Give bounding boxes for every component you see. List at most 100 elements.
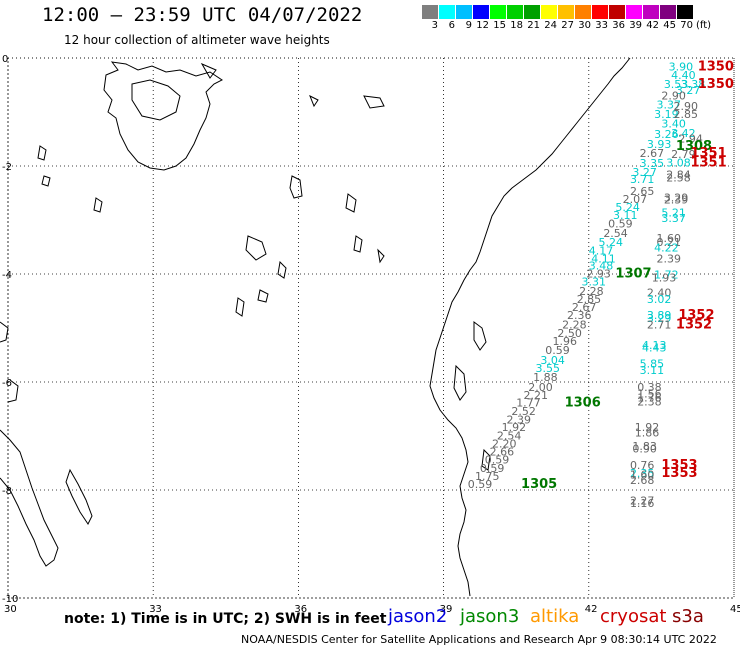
wave-height-label: 4.11 xyxy=(591,252,616,265)
lat-tick-label: -4 xyxy=(2,270,12,281)
wave-height-label: 3.04 xyxy=(540,354,565,367)
pass-time-label: 1352 xyxy=(678,308,714,323)
wave-height-label: 4.17 xyxy=(589,244,614,257)
small-lake-9 xyxy=(257,289,269,303)
wave-height-label: 2.71 xyxy=(647,318,672,331)
wave-height-label: 2.36 xyxy=(567,309,592,322)
color-swatch xyxy=(456,5,473,19)
color-scale-label: 45 xyxy=(663,20,676,31)
wave-height-label: 2.35 xyxy=(630,467,655,480)
wave-height-label: 1.75 xyxy=(475,470,500,483)
small-lake-7 xyxy=(277,260,287,279)
lat-tick-label: -2 xyxy=(2,162,12,173)
wave-height-label: 2.28 xyxy=(562,318,587,331)
wave-height-label: 3.29 xyxy=(664,191,689,204)
wave-height-label: 3.71 xyxy=(630,173,655,186)
wave-height-label: 2.54 xyxy=(603,227,628,240)
satellite-legend-cryosat: cryosat xyxy=(600,606,667,627)
wave-height-label: 2.79 xyxy=(671,148,696,161)
lat-lon-grid xyxy=(7,57,735,599)
color-scale-label: 30 xyxy=(578,20,591,31)
pass-time-label: 1352 xyxy=(676,317,712,332)
wave-height-label: 0.90 xyxy=(632,442,657,455)
wave-height-label: 3.90 xyxy=(669,61,694,74)
wave-height-label: 3.02 xyxy=(647,293,672,306)
lon-tick-label: 30 xyxy=(4,604,17,615)
satellite-legend-jason2: jason2 xyxy=(388,606,448,627)
wave-height-label: 3.35 xyxy=(640,157,665,170)
pass-time-label: 1351 xyxy=(690,155,726,170)
wave-height-label: 2.40 xyxy=(647,286,672,299)
wave-height-label: 1.92 xyxy=(502,421,527,434)
wave-height-label: 3.93 xyxy=(647,138,672,151)
color-scale-bar xyxy=(422,5,694,19)
wave-height-label: 1.88 xyxy=(533,371,558,384)
wave-height-label: 0.59 xyxy=(608,217,633,230)
wave-height-label: 3.08 xyxy=(666,156,691,169)
wave-height-label: 2.21 xyxy=(523,389,548,402)
pass-time-label: 1350 xyxy=(698,60,734,75)
wave-height-label: 2.50 xyxy=(557,327,582,340)
wave-height-label: 3.31 xyxy=(582,276,607,289)
footer-note: note: 1) Time is in UTC; 2) SWH is in fe… xyxy=(64,611,387,627)
wave-height-label: 3.40 xyxy=(661,117,686,130)
east-africa-coast xyxy=(429,57,631,597)
chart-subtitle: 12 hour collection of altimeter wave hei… xyxy=(64,33,330,47)
small-lake-2 xyxy=(41,175,51,187)
color-swatch xyxy=(677,5,694,19)
lon-tick-label: 39 xyxy=(440,604,453,615)
pass-time-label: 1306 xyxy=(565,396,601,411)
wave-height-label: 2.65 xyxy=(630,185,655,198)
pass-time-label: 1353 xyxy=(661,458,697,473)
wave-height-label: 1.72 xyxy=(654,269,679,282)
wave-height-label: 4.43 xyxy=(642,342,667,355)
wave-height-label: 2.58 xyxy=(666,171,691,184)
color-scale-label: 39 xyxy=(629,20,642,31)
color-swatch xyxy=(422,5,439,19)
zanzibar-island xyxy=(453,364,467,401)
chart-title: 12:00 – 23:59 UTC 04/07/2022 xyxy=(42,4,363,26)
color-swatch xyxy=(439,5,456,19)
color-swatch xyxy=(507,5,524,19)
wave-height-label: 5.24 xyxy=(615,201,640,214)
wave-height-label: 4.13 xyxy=(642,339,667,352)
satellite-legend-jason3: jason3 xyxy=(460,606,520,627)
wave-height-label: 2.85 xyxy=(577,293,602,306)
wave-height-label: 3.11 xyxy=(613,209,638,222)
wave-height-label: 2.20 xyxy=(492,438,517,451)
wave-height-label: 2.90 xyxy=(674,100,699,113)
wave-height-label: 2.90 xyxy=(661,89,686,102)
wave-height-label: 1.93 xyxy=(652,271,677,284)
color-swatch xyxy=(558,5,575,19)
wave-height-label: 2.54 xyxy=(497,430,521,443)
wave-height-label: 2.67 xyxy=(640,147,665,160)
wave-height-label: 2.85 xyxy=(674,108,699,121)
color-swatch xyxy=(626,5,643,19)
wave-height-label: 3.55 xyxy=(536,362,561,375)
color-scale-label: 3 xyxy=(431,20,438,31)
pass-time-label: 1308 xyxy=(676,139,712,154)
lake-victoria-inner xyxy=(131,79,181,121)
wave-height-label: 3.38 xyxy=(681,78,706,91)
wave-height-label: 2.67 xyxy=(572,301,597,314)
color-scale-label: 42 xyxy=(646,20,659,31)
wave-height-label: 2.00 xyxy=(528,381,553,394)
small-lake-3 xyxy=(93,197,103,213)
small-lake-5 xyxy=(345,193,357,213)
color-scale-label: 27 xyxy=(561,20,574,31)
lon-tick-label: 42 xyxy=(585,604,598,615)
color-scale-labels: 3 6 9 12 15 18 21 24 27 30 33 36 39 42 45 70 (ft) xyxy=(422,20,712,31)
wave-height-label: 2.66 xyxy=(490,446,514,459)
color-swatch xyxy=(490,5,507,19)
pass-time-label: 1307 xyxy=(615,267,651,282)
lon-tick-label: 36 xyxy=(294,604,307,615)
wave-height-label: 1.60 xyxy=(630,468,655,481)
pass-time-label: 1351 xyxy=(690,146,726,161)
wave-height-label: 1.56 xyxy=(637,387,662,400)
small-lake-14 xyxy=(200,62,217,79)
small-lake-8 xyxy=(235,297,245,317)
pemba-island xyxy=(473,321,487,351)
lake-malawi-outline xyxy=(7,379,19,403)
wave-height-observations: 3.904.403.533.383.272.903.372.903.192.85… xyxy=(468,61,705,510)
wave-height-label: 0.76 xyxy=(630,459,655,472)
